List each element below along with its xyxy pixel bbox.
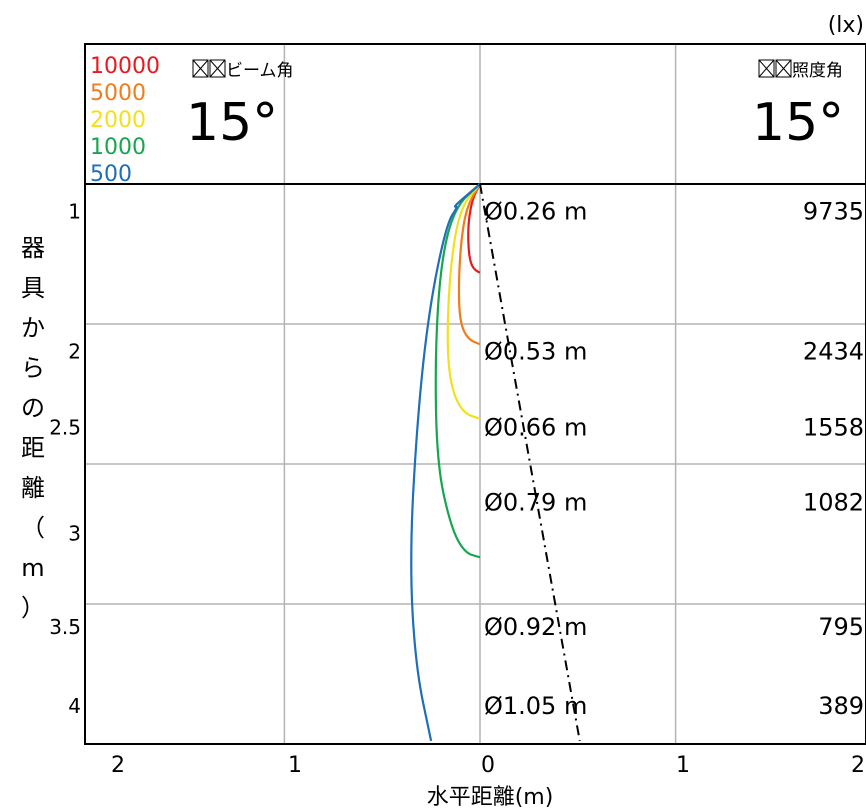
diameter-label: Ø0.79 m — [484, 488, 587, 516]
x-tick-label: 1 — [288, 753, 302, 778]
x-ticks: 2 1 0 1 2 — [111, 753, 865, 778]
y-tick-label: 2 — [68, 339, 81, 363]
y-axis-label-char: か — [21, 314, 45, 342]
y-tick-label: 2.5 — [49, 416, 81, 440]
grid — [85, 44, 866, 744]
y-tick-label: 1 — [68, 199, 81, 223]
legend-entry: 500 — [90, 162, 132, 187]
lux-label: 1558 — [803, 414, 864, 442]
plot-frame — [84, 43, 866, 745]
diameter-label: Ø0.92 m — [484, 613, 587, 641]
y-tick-label: 3.5 — [49, 615, 81, 639]
y-axis-label-char: （ — [21, 514, 45, 542]
missing-glyph-icon — [209, 59, 226, 78]
y-axis-label-char: 距 — [21, 434, 45, 462]
field-angle-value: 15° — [752, 93, 844, 153]
lux-label: 1082 — [803, 488, 864, 516]
y-axis-label-char: ） — [21, 594, 45, 622]
y-ticks: 1 2 2.5 3 3.5 4 — [49, 199, 81, 718]
series-line-5000 — [457, 183, 481, 346]
legend-entry: 1000 — [90, 135, 146, 160]
series-line-1000 — [434, 183, 481, 559]
series-layer — [410, 183, 581, 742]
beam-angle-box: ビーム角 15° — [186, 59, 294, 153]
missing-glyph-icon — [775, 59, 792, 78]
x-tick-label: 2 — [111, 753, 125, 778]
lux-label: 795 — [818, 613, 864, 641]
unit-label: (lx) — [828, 13, 864, 38]
y-axis-label-char: 器 — [21, 234, 45, 262]
lux-label: 389 — [818, 692, 864, 720]
diameter-label: Ø0.26 m — [484, 197, 587, 225]
series-line-beam — [479, 183, 581, 742]
field-angle-box: 照度角 15° — [752, 59, 844, 153]
y-axis-label-char: 具 — [21, 274, 45, 302]
x-tick-label: 2 — [851, 753, 865, 778]
diameter-label: Ø1.05 m — [484, 692, 587, 720]
diameter-label: Ø0.66 m — [484, 414, 587, 442]
diameter-labels: Ø0.26 m Ø0.53 m Ø0.66 m Ø0.79 m Ø0.92 m Ø1.05… — [484, 197, 587, 720]
x-axis-label: 水平距離(m) — [427, 785, 554, 809]
beam-angle-label: ビーム角 — [226, 61, 294, 81]
diameter-label: Ø0.53 m — [484, 337, 587, 365]
y-axis-label-char: m — [21, 554, 44, 582]
x-tick-label: 0 — [481, 753, 495, 778]
beam-angle-value: 15° — [186, 93, 278, 153]
x-tick-label: 1 — [676, 753, 690, 778]
missing-glyph-icon — [758, 59, 775, 78]
series-line-2000 — [446, 183, 481, 420]
missing-glyph-icon — [192, 59, 209, 78]
legend-entry: 2000 — [90, 108, 146, 133]
missing-glyph-icon — [209, 59, 226, 78]
lux-label: 9735 — [803, 197, 864, 225]
missing-glyph-icon — [758, 59, 775, 78]
y-axis-label-char: 離 — [21, 474, 45, 502]
legend-entry: 5000 — [90, 81, 146, 106]
missing-glyph-icon — [775, 59, 792, 78]
legend-entry: 10000 — [90, 54, 160, 79]
y-tick-label: 4 — [68, 694, 81, 718]
y-tick-label: 3 — [68, 521, 81, 545]
missing-glyph-icon — [192, 59, 209, 78]
series-line-500 — [410, 183, 481, 742]
lux-labels: 9735 2434 1558 1082 795 389 — [803, 197, 864, 720]
y-axis-label-char: ら — [21, 354, 45, 382]
field-angle-label: 照度角 — [792, 61, 843, 81]
lux-label: 2434 — [803, 337, 864, 365]
y-axis-label-char: の — [21, 394, 45, 422]
